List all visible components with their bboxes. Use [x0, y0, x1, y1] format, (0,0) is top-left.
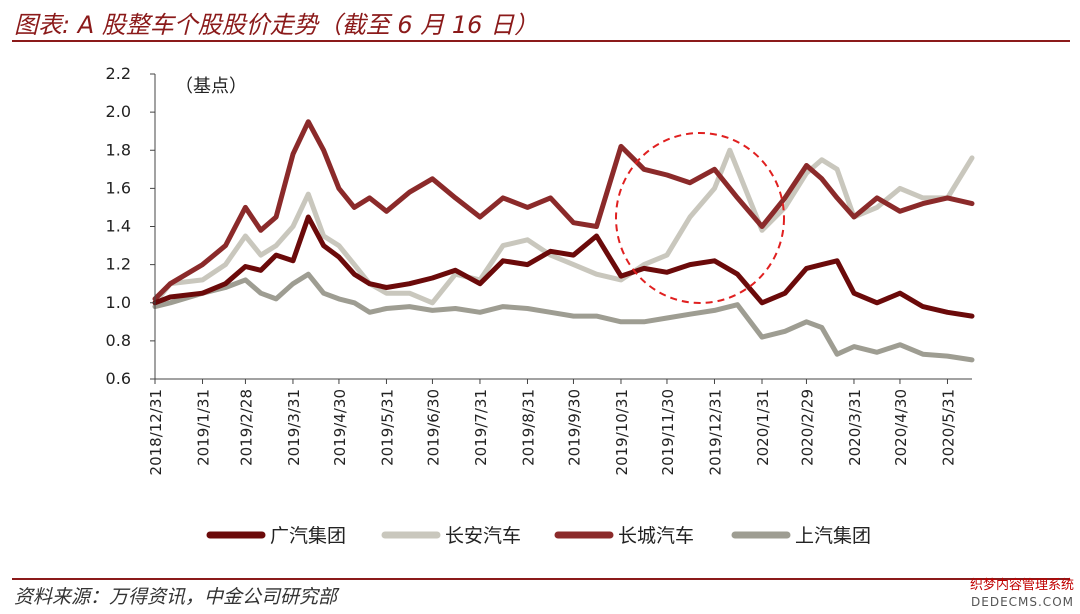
- footer-divider: [12, 578, 1070, 580]
- x-tick-label: 2019/2/28: [237, 389, 255, 466]
- legend: 广汽集团 长安汽车 长城汽车 上汽集团: [206, 525, 871, 547]
- x-tick-label: 2020/1/31: [754, 389, 772, 466]
- x-tick-label: 2019/1/31: [195, 389, 213, 466]
- y-tick-label: 1.6: [106, 178, 131, 197]
- plot-area: [152, 119, 975, 363]
- x-tick-label: 2018/12/31: [147, 389, 165, 475]
- y-tick-label: 0.8: [106, 331, 131, 350]
- x-tick-label: 2020/2/29: [798, 389, 816, 466]
- legend-label: 广汽集团: [270, 525, 346, 547]
- legend-label: 长城汽车: [618, 525, 694, 547]
- series-line-1: [152, 147, 975, 306]
- x-tick-label: 2019/8/31: [519, 389, 537, 466]
- series-line-2: [152, 119, 975, 302]
- stock-line-chart: 0.6 0.8 1.0 1.2 1.4 1.6 1.8 2.0 2.2 （基点） 2018/12/3…: [106, 64, 975, 547]
- y-tick-label: 0.6: [106, 369, 131, 388]
- watermark-line2: DEDECMS.COM: [971, 595, 1074, 609]
- legend-label: 长安汽车: [445, 525, 521, 547]
- x-tick-label: 2019/10/31: [613, 389, 631, 475]
- x-tick-label: 2019/11/30: [659, 389, 677, 475]
- y-tick-label: 1.2: [106, 255, 131, 274]
- x-tick-label: 2019/4/30: [331, 389, 349, 466]
- highlight-circle: [615, 132, 785, 304]
- x-tick-label: 2019/12/31: [706, 389, 724, 475]
- x-tick-label: 2020/5/31: [939, 389, 957, 466]
- y-tick-label: 2.0: [106, 102, 131, 121]
- y-tick-label: 1.0: [106, 293, 131, 312]
- x-tick-label: 2020/4/30: [892, 389, 910, 466]
- title-divider: [12, 40, 1070, 42]
- x-tick-label: 2019/3/31: [285, 389, 303, 466]
- watermark: 织梦内容管理系统 DEDECMS.COM: [970, 578, 1074, 610]
- chart-title: 图表: A 股整车个股股价走势（截至 6 月 16 日）: [14, 11, 539, 39]
- watermark-line1: 织梦内容管理系统: [969, 578, 1074, 593]
- legend-label: 上汽集团: [795, 525, 871, 547]
- x-tick-label: 2019/7/31: [472, 389, 490, 466]
- axes: 0.6 0.8 1.0 1.2 1.4 1.6 1.8 2.0 2.2 （基点） 2018/12/3…: [106, 64, 972, 475]
- x-tick-label: 2019/5/31: [378, 389, 396, 466]
- y-tick-label: 1.8: [106, 140, 131, 159]
- series-line-3: [152, 271, 975, 363]
- series-line-0: [152, 214, 975, 319]
- x-tick-label: 2019/6/30: [424, 389, 442, 466]
- x-tick-label: 2019/9/30: [565, 389, 583, 466]
- x-tick-label: 2020/3/31: [846, 389, 864, 466]
- source-note: 资料来源：万得资讯，中金公司研究部: [14, 586, 338, 608]
- y-tick-label: 2.2: [106, 64, 131, 83]
- y-tick-label: 1.4: [106, 217, 131, 236]
- y-unit-label: （基点）: [175, 76, 247, 97]
